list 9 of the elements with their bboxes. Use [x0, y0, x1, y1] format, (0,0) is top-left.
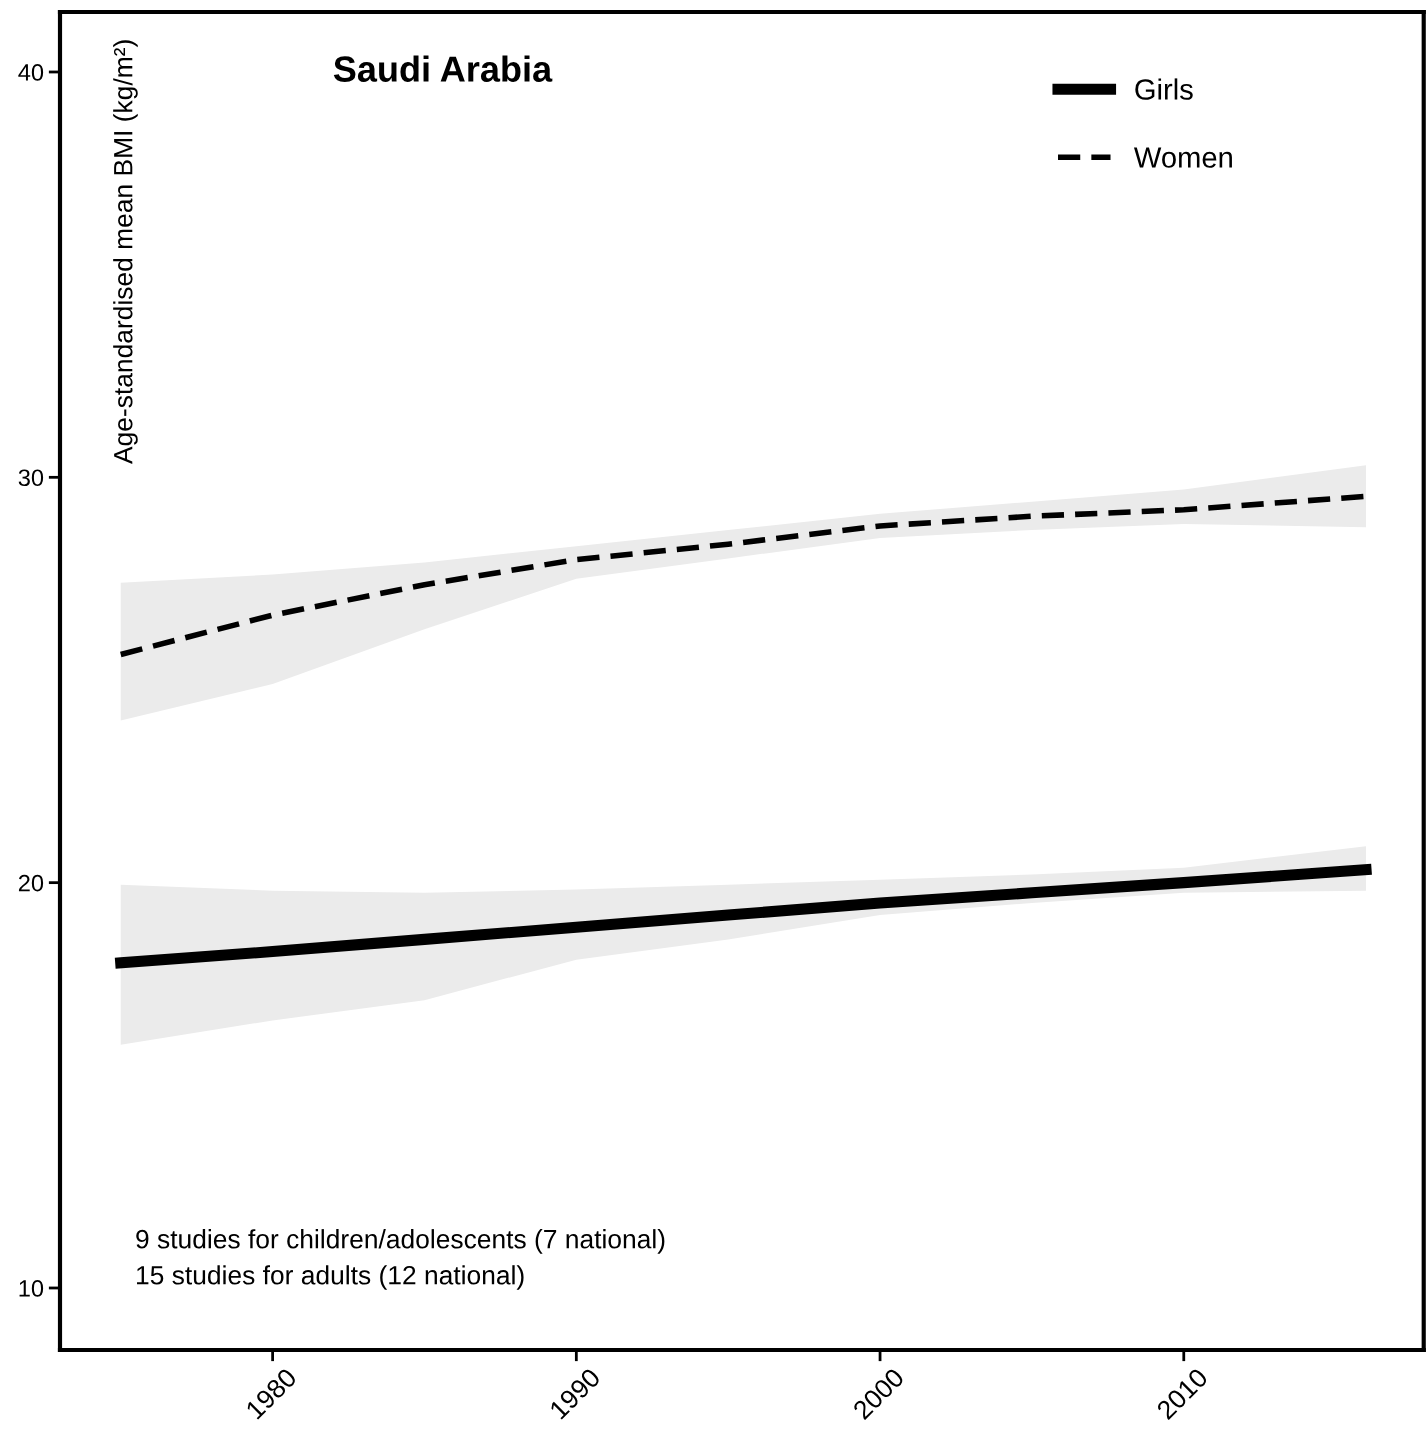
y-tick-label: 40 [18, 64, 44, 81]
legend-label: Girls [1135, 78, 1193, 100]
y-tick-label: 30 [18, 469, 44, 487]
y-axis-title: Age-standardised mean BMI (kg/m²) [113, 40, 138, 464]
y-tick-label: 20 [18, 874, 44, 892]
y-tick-label: 10 [19, 1280, 44, 1297]
annotation: 9 studies for children/adolescents (7 national) 15 studies for adults (12 national) [136, 1229, 665, 1290]
legend-label: Women [1133, 147, 1232, 168]
text: Saudi Arabia [333, 55, 553, 82]
